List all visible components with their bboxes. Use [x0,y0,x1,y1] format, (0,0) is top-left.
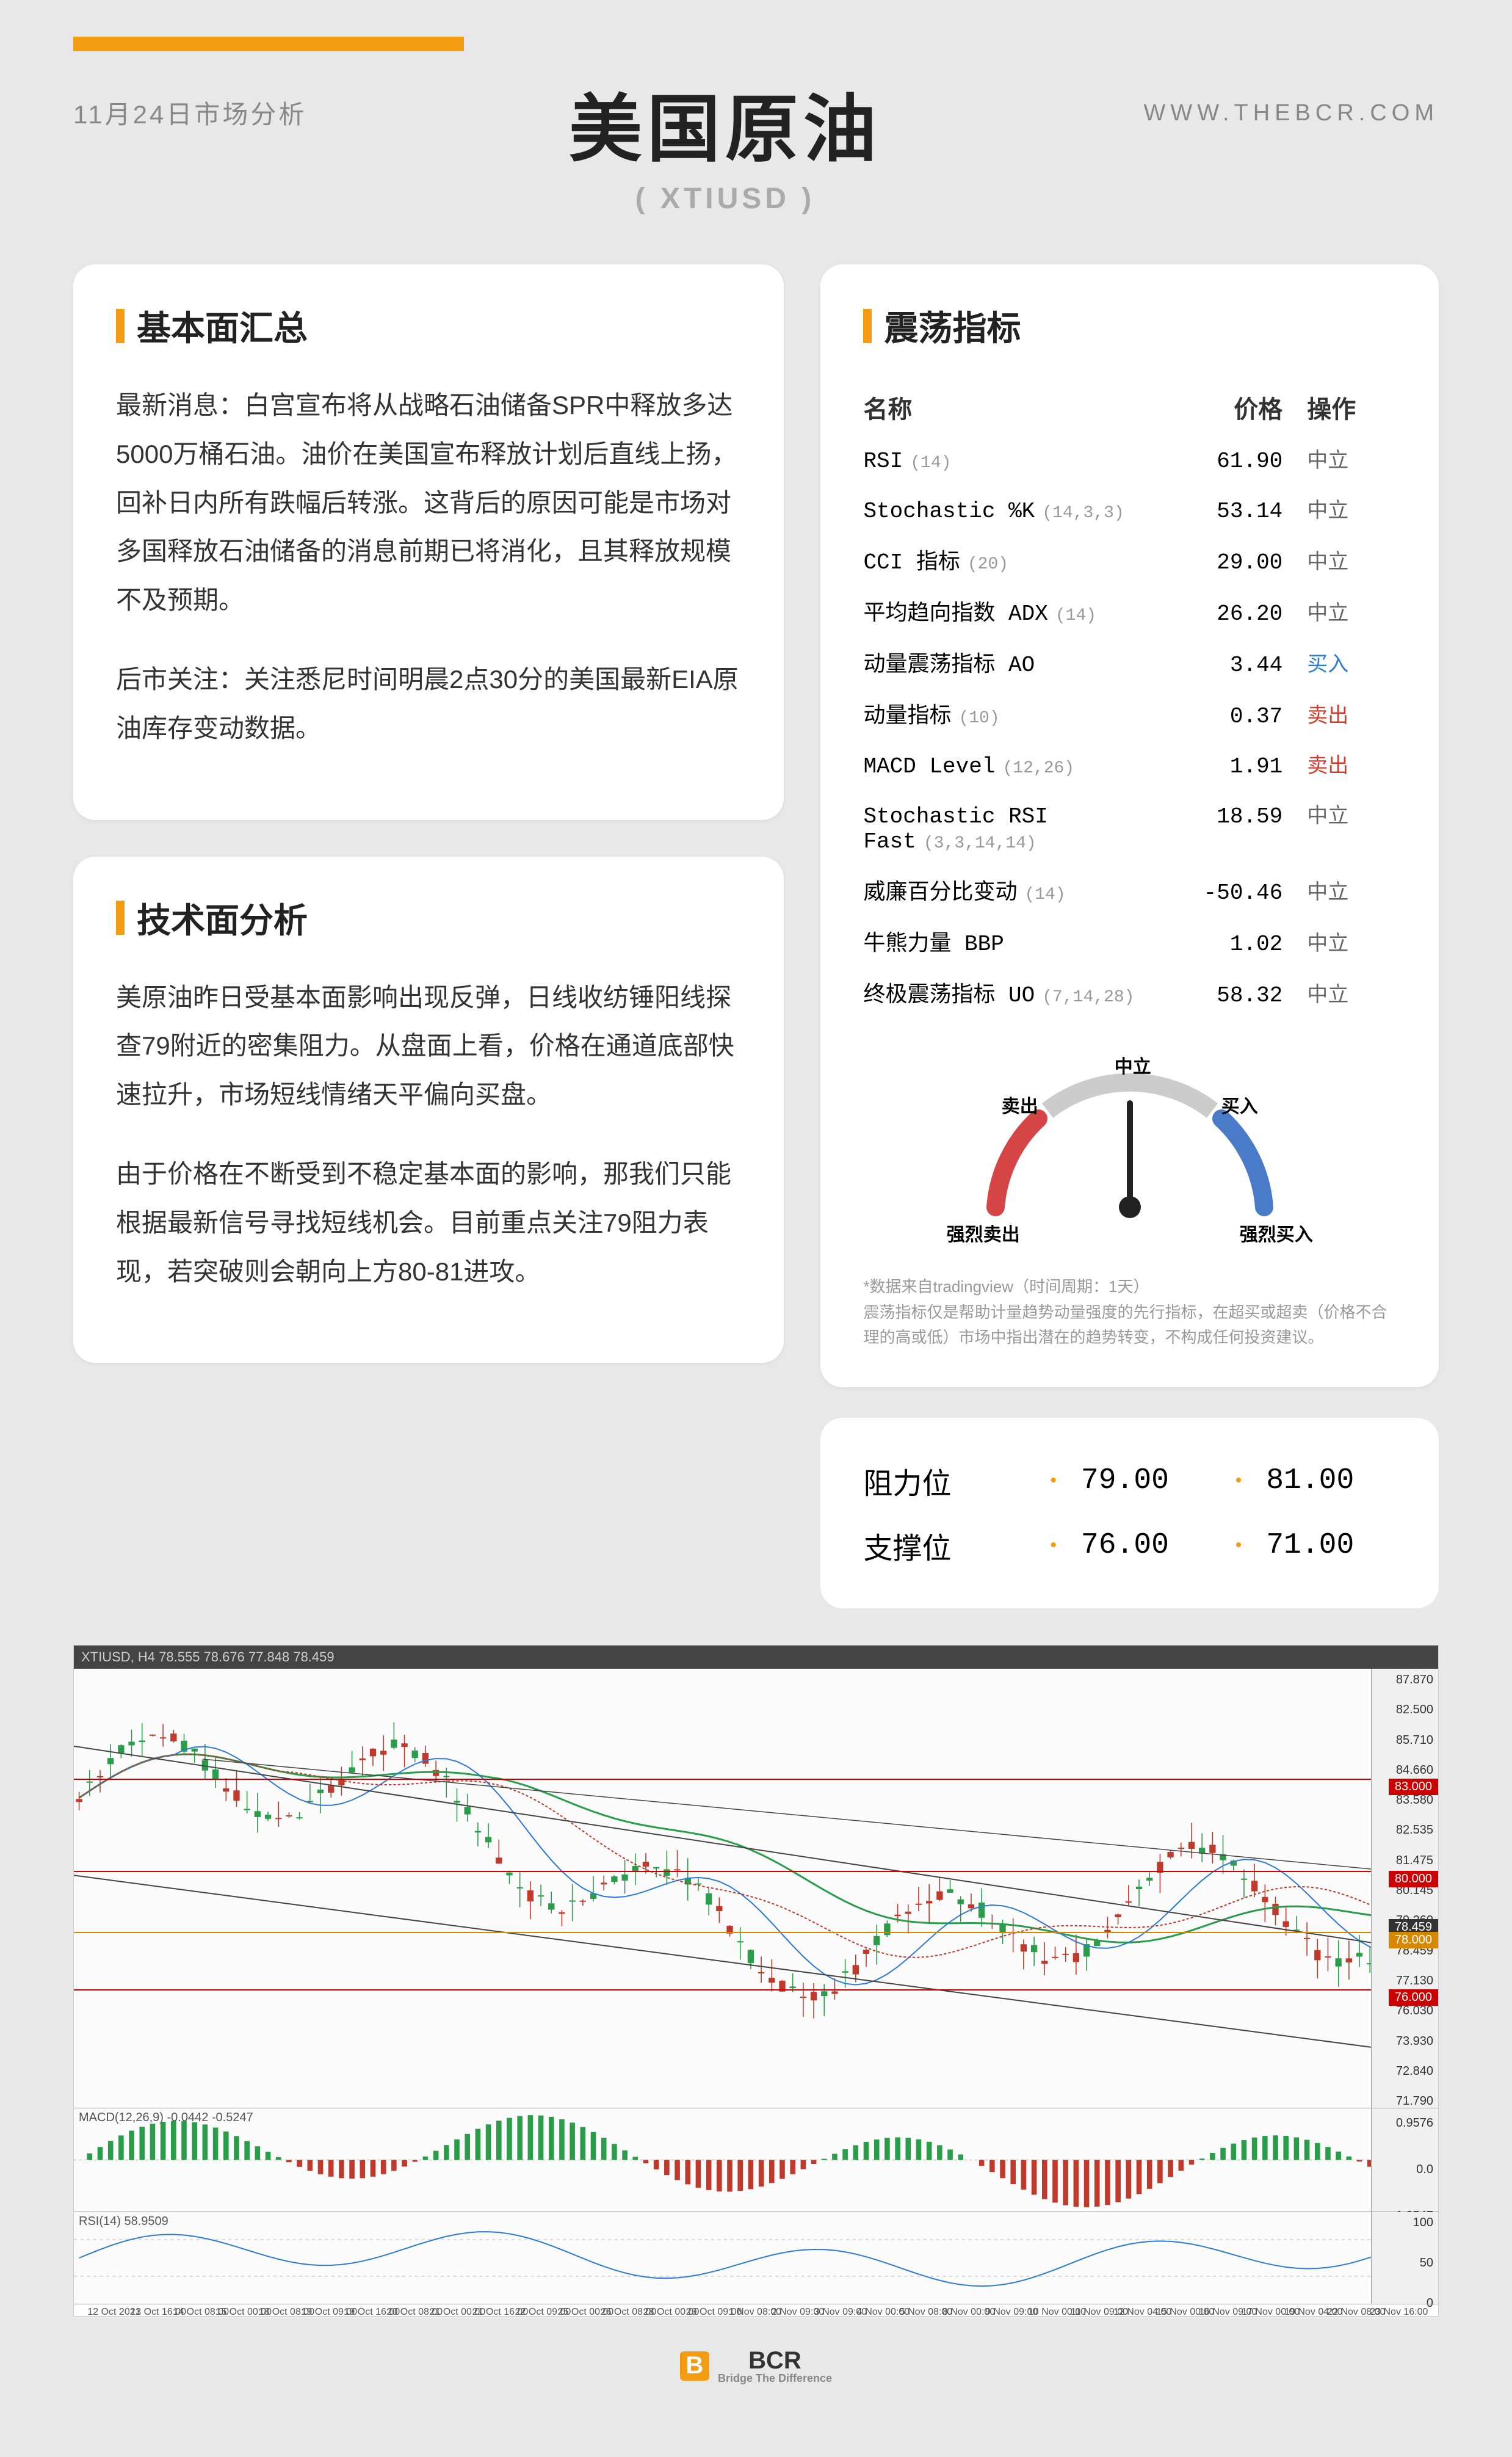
gauge-strong-sell: 强烈卖出 [947,1219,1020,1246]
indicator-name: MACD Level(12,26) [863,754,1168,779]
indicator-row: 终极震荡指标 UO(7,14,28) 58.32 中立 [863,967,1396,1018]
accent-bar [116,309,125,343]
resistance-label: 阻力位 [863,1459,1025,1502]
indicator-row: 威廉百分比变动(14) -50.46 中立 [863,864,1396,915]
brand-name: BCR [718,2347,832,2375]
chart-rsi-panel: RSI(14) 58.9509 100500 [74,2212,1438,2304]
indicator-name: CCI 指标(20) [863,543,1168,575]
indicator-action: 卖出 [1307,699,1396,728]
chart-header: XTIUSD, H4 78.555 78.676 77.848 78.459 [74,1646,1438,1669]
technical-title: 技术面分析 [137,893,308,943]
disclaimer-text: *数据来自tradingview（时间周期：1天） 震荡指标仅是帮助计量趋势动量… [863,1274,1396,1351]
indicator-table: 名称 价格 操作 RSI(14) 61.90 中立Stochastic %K(1… [863,381,1396,1018]
indicator-action: 中立 [1307,493,1396,523]
indicator-row: Stochastic RSI Fast(3,3,14,14) 18.59 中立 [863,789,1396,864]
indicator-action: 中立 [1307,978,1396,1007]
gauge-neutral: 中立 [1115,1051,1151,1078]
indicator-price: 58.32 [1168,983,1307,1008]
support-label: 支撑位 [863,1524,1025,1567]
analysis-date: 11月24日市场分析 [73,94,306,131]
indicator-price: 1.91 [1168,754,1307,779]
col-name: 名称 [863,390,1168,425]
indicator-name: Stochastic RSI Fast(3,3,14,14) [863,804,1168,854]
oscillators-card: 震荡指标 名称 价格 操作 RSI(14) 61.90 中立Stochastic… [820,264,1439,1387]
indicator-price: 61.90 [1168,449,1307,474]
indicator-price: 1.02 [1168,932,1307,957]
indicator-row: 动量指标(10) 0.37 卖出 [863,688,1396,739]
price-chart: XTIUSD, H4 78.555 78.676 77.848 78.459 8… [73,1645,1439,2317]
chart-macd-panel: MACD(12,26,9) -0.0442 -0.5247 0.95760.0-… [74,2108,1438,2212]
indicator-row: 平均趋向指数 ADX(14) 26.20 中立 [863,585,1396,636]
indicator-row: Stochastic %K(14,3,3) 53.14 中立 [863,484,1396,534]
technical-p2: 由于价格在不断受到不稳定基本面的影响，那我们只能根据最新信号寻找短线机会。目前重… [116,1150,741,1296]
col-price: 价格 [1168,390,1307,425]
indicator-action: 中立 [1307,875,1396,905]
bullet-icon: • [1235,1470,1242,1491]
indicator-row: RSI(14) 61.90 中立 [863,434,1396,484]
indicator-row: MACD Level(12,26) 1.91 卖出 [863,739,1396,789]
technical-p1: 美原油昨日受基本面影响出现反弹，日线收纺锤阳线探查79附近的密集阻力。从盘面上看… [116,973,741,1119]
indicator-price: 0.37 [1168,704,1307,729]
brand-icon: B [680,2351,709,2381]
indicator-action: 卖出 [1307,749,1396,778]
fundamentals-title: 基本面汇总 [137,301,308,350]
indicator-row: 牛熊力量 BBP 1.02 中立 [863,915,1396,967]
support-1: 76.00 [1081,1529,1211,1562]
indicator-name: RSI(14) [863,449,1168,474]
indicator-row: 动量震荡指标 AO 3.44 买入 [863,636,1396,688]
indicator-price: 29.00 [1168,550,1307,575]
indicator-name: 终极震荡指标 UO(7,14,28) [863,976,1168,1008]
indicator-name: 威廉百分比变动(14) [863,874,1168,905]
oscillators-title: 震荡指标 [884,301,1021,350]
indicator-action: 中立 [1307,596,1396,626]
col-action: 操作 [1307,390,1396,425]
indicator-name: 动量指标(10) [863,697,1168,729]
technical-card: 技术面分析 美原油昨日受基本面影响出现反弹，日线收纺锤阳线探查79附近的密集阻力… [73,857,784,1363]
symbol-subtitle: ( XTIUSD ) [306,182,1143,216]
indicator-action: 中立 [1307,799,1396,829]
indicator-price: 3.44 [1168,653,1307,678]
indicator-price: 18.59 [1168,804,1307,829]
resistance-1: 79.00 [1081,1464,1211,1497]
indicator-row: CCI 指标(20) 29.00 中立 [863,534,1396,585]
accent-bar [863,309,872,343]
indicator-name: 平均趋向指数 ADX(14) [863,595,1168,626]
fundamentals-p1: 最新消息：白宫宣布将从战略石油储备SPR中释放多达5000万桶石油。油价在美国宣… [116,381,741,625]
resistance-2: 81.00 [1266,1464,1396,1497]
accent-bar [116,901,125,935]
bullet-icon: • [1235,1535,1242,1556]
levels-card: 阻力位 • 79.00 • 81.00 支撑位 • 76.00 • 71.00 [820,1418,1439,1608]
page-title: 美国原油 [306,70,1143,176]
footer: B BCR Bridge The Difference [73,2347,1439,2385]
indicator-action: 中立 [1307,545,1396,575]
indicator-action: 中立 [1307,443,1396,473]
indicator-price: 26.20 [1168,601,1307,626]
indicator-name: 牛熊力量 BBP [863,925,1168,957]
support-2: 71.00 [1266,1529,1396,1562]
indicator-price: -50.46 [1168,880,1307,905]
gauge-sell: 卖出 [1002,1091,1038,1118]
header-row: 11月24日市场分析 美国原油 ( XTIUSD ) WWW.THEBCR.CO… [73,70,1439,216]
fundamentals-p2: 后市关注：关注悉尼时间明晨2点30分的美国最新EIA原油库存变动数据。 [116,655,741,753]
gauge-buy: 买入 [1221,1091,1258,1118]
website-url: WWW.THEBCR.COM [1143,100,1439,126]
sentiment-gauge: 强烈卖出 卖出 中立 买入 强烈买入 [941,1048,1319,1256]
chart-main-panel: 87.87082.50085.71084.66083.58082.53581.4… [74,1669,1438,2108]
indicator-action: 中立 [1307,926,1396,956]
indicator-name: 动量震荡指标 AO [863,646,1168,678]
bullet-icon: • [1050,1470,1057,1491]
gauge-strong-buy: 强烈买入 [1240,1219,1313,1246]
indicator-price: 53.14 [1168,499,1307,524]
bullet-icon: • [1050,1535,1057,1556]
indicator-name: Stochastic %K(14,3,3) [863,499,1168,524]
brand-tagline: Bridge The Difference [718,2372,832,2385]
fundamentals-card: 基本面汇总 最新消息：白宫宣布将从战略石油储备SPR中释放多达5000万桶石油。… [73,264,784,820]
indicator-action: 买入 [1307,647,1396,677]
header-accent-bar [73,37,464,51]
